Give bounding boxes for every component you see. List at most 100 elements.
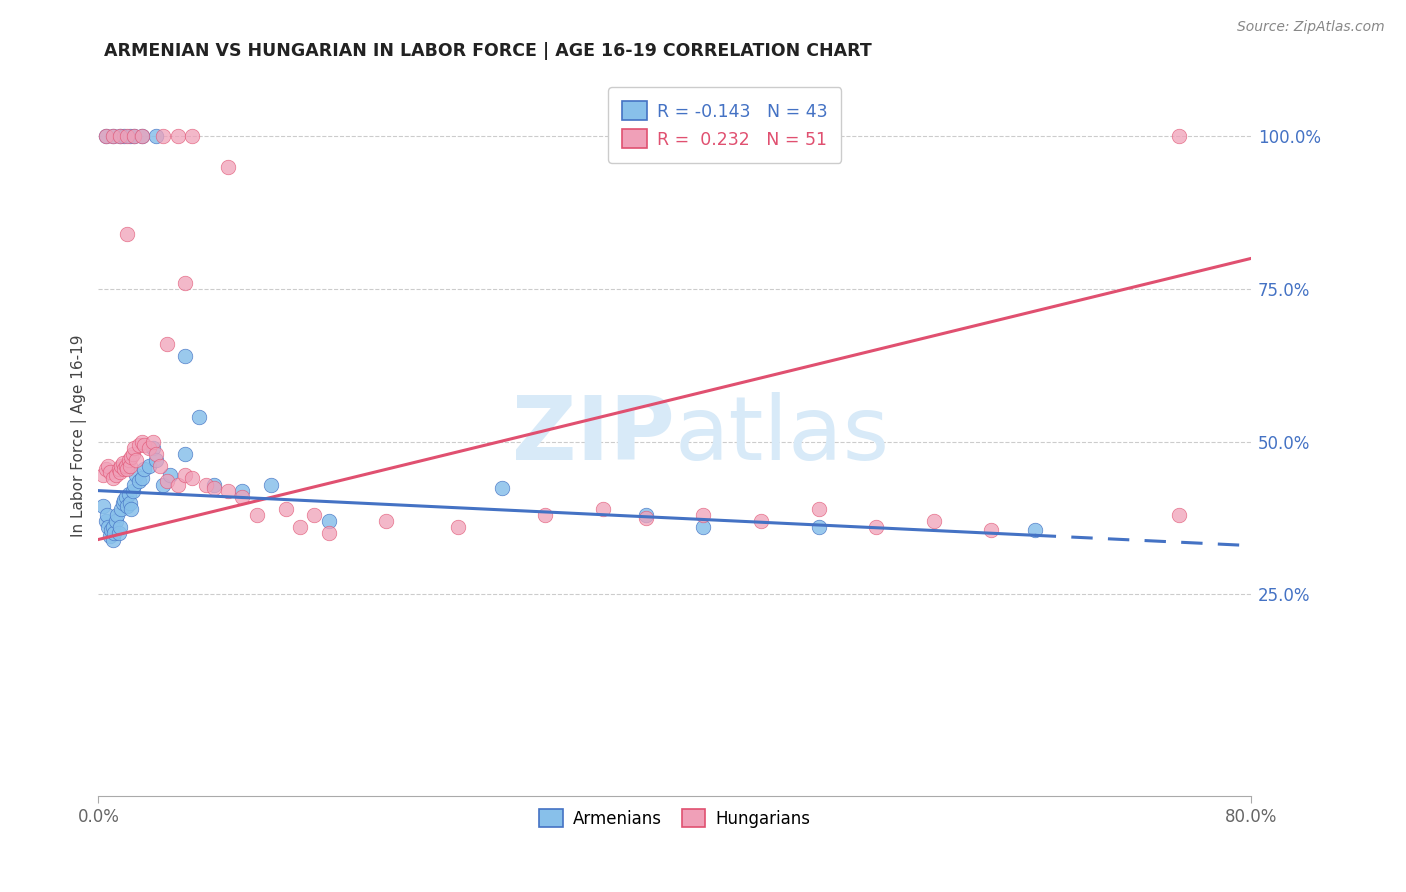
Point bbox=[447, 520, 470, 534]
Point bbox=[96, 508, 118, 522]
Point bbox=[634, 511, 657, 525]
Point bbox=[125, 453, 148, 467]
Point bbox=[100, 524, 122, 538]
Point bbox=[865, 520, 887, 534]
Text: atlas: atlas bbox=[675, 392, 890, 479]
Point bbox=[101, 471, 124, 485]
Point bbox=[138, 441, 160, 455]
Point bbox=[173, 447, 195, 461]
Text: ARMENIAN VS HUNGARIAN IN LABOR FORCE | AGE 16-19 CORRELATION CHART: ARMENIAN VS HUNGARIAN IN LABOR FORCE | A… bbox=[104, 42, 872, 60]
Point bbox=[202, 477, 225, 491]
Point bbox=[108, 520, 131, 534]
Point bbox=[117, 453, 139, 467]
Point bbox=[145, 453, 167, 467]
Y-axis label: In Labor Force | Age 16-19: In Labor Force | Age 16-19 bbox=[72, 334, 87, 537]
Point bbox=[124, 129, 146, 144]
Point bbox=[592, 502, 614, 516]
Point bbox=[318, 514, 340, 528]
Point bbox=[108, 129, 131, 144]
Point bbox=[131, 129, 153, 144]
Point bbox=[807, 502, 830, 516]
Point bbox=[491, 481, 513, 495]
Point bbox=[94, 514, 117, 528]
Point bbox=[131, 471, 153, 485]
Point bbox=[304, 508, 326, 522]
Point bbox=[115, 499, 138, 513]
Point bbox=[115, 462, 138, 476]
Point bbox=[749, 514, 772, 528]
Point bbox=[692, 508, 714, 522]
Point bbox=[1167, 508, 1189, 522]
Point bbox=[922, 514, 945, 528]
Point bbox=[134, 462, 156, 476]
Point bbox=[166, 477, 188, 491]
Point bbox=[134, 438, 156, 452]
Point bbox=[288, 520, 311, 534]
Point bbox=[115, 227, 138, 241]
Point bbox=[110, 502, 132, 516]
Point bbox=[534, 508, 557, 522]
Point bbox=[94, 462, 117, 476]
Point bbox=[115, 129, 138, 144]
Point bbox=[692, 520, 714, 534]
Point bbox=[122, 483, 145, 498]
Point bbox=[166, 129, 188, 144]
Point bbox=[138, 459, 160, 474]
Point bbox=[274, 502, 297, 516]
Point bbox=[173, 276, 195, 290]
Point bbox=[107, 526, 129, 541]
Point bbox=[98, 465, 121, 479]
Point bbox=[156, 337, 179, 351]
Point bbox=[118, 496, 141, 510]
Point bbox=[124, 129, 146, 144]
Point bbox=[173, 349, 195, 363]
Point bbox=[181, 471, 204, 485]
Point bbox=[94, 129, 117, 144]
Point bbox=[181, 129, 204, 144]
Point bbox=[131, 129, 153, 144]
Point bbox=[103, 526, 125, 541]
Point bbox=[318, 526, 340, 541]
Point bbox=[142, 441, 165, 455]
Point bbox=[104, 514, 127, 528]
Point bbox=[97, 459, 120, 474]
Point bbox=[195, 477, 218, 491]
Point bbox=[131, 434, 153, 449]
Point bbox=[231, 483, 253, 498]
Point bbox=[91, 499, 114, 513]
Point bbox=[98, 529, 121, 543]
Point bbox=[108, 465, 131, 479]
Point bbox=[111, 496, 134, 510]
Text: ZIP: ZIP bbox=[512, 392, 675, 479]
Point bbox=[121, 502, 143, 516]
Point bbox=[188, 410, 211, 425]
Legend: Armenians, Hungarians: Armenians, Hungarians bbox=[533, 803, 817, 835]
Point bbox=[142, 434, 165, 449]
Point bbox=[260, 477, 283, 491]
Point bbox=[125, 468, 148, 483]
Point bbox=[152, 477, 174, 491]
Point bbox=[121, 450, 143, 464]
Point bbox=[128, 438, 150, 452]
Point bbox=[107, 462, 129, 476]
Point bbox=[105, 508, 128, 522]
Point bbox=[117, 486, 139, 500]
Point bbox=[124, 441, 146, 455]
Point bbox=[1167, 129, 1189, 144]
Point bbox=[217, 483, 239, 498]
Point bbox=[173, 468, 195, 483]
Point bbox=[101, 129, 124, 144]
Point bbox=[152, 129, 174, 144]
Point bbox=[97, 520, 120, 534]
Point bbox=[101, 129, 124, 144]
Point bbox=[112, 492, 135, 507]
Point bbox=[114, 459, 136, 474]
Point bbox=[980, 524, 1002, 538]
Point bbox=[246, 508, 269, 522]
Point bbox=[145, 447, 167, 461]
Point bbox=[156, 475, 179, 489]
Point bbox=[101, 520, 124, 534]
Point bbox=[114, 490, 136, 504]
Point bbox=[807, 520, 830, 534]
Point bbox=[231, 490, 253, 504]
